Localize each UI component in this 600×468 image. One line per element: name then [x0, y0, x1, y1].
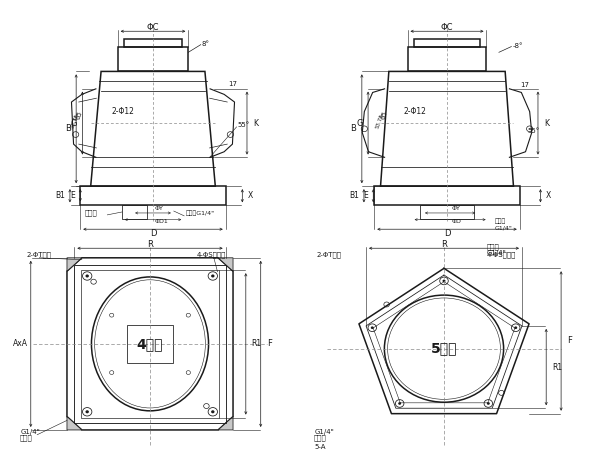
Circle shape	[211, 410, 215, 413]
Text: 55°: 55°	[527, 128, 540, 134]
Text: D: D	[150, 228, 156, 238]
Text: G1/4": G1/4"	[487, 250, 506, 256]
Text: 进水孔: 进水孔	[487, 243, 499, 250]
Text: 2-Φ12: 2-Φ12	[403, 107, 426, 116]
Text: 出水孔: 出水孔	[20, 434, 33, 441]
Text: 4-ΦS螺钉孔: 4-ΦS螺钉孔	[197, 251, 226, 257]
Polygon shape	[218, 258, 233, 271]
Bar	[81, 270, 219, 417]
Bar	[118, 46, 188, 72]
Text: ΦD1: ΦD1	[155, 219, 169, 225]
Text: K: K	[544, 118, 549, 128]
Circle shape	[443, 279, 445, 282]
Circle shape	[85, 410, 89, 413]
Text: 4-ΦS螺钉孔: 4-ΦS螺钉孔	[487, 251, 516, 257]
Text: F: F	[567, 336, 572, 345]
Text: B: B	[350, 124, 356, 133]
Text: 接线口: 接线口	[85, 210, 97, 217]
Circle shape	[371, 326, 374, 329]
Text: ΦC: ΦC	[441, 23, 453, 32]
Bar	[407, 46, 487, 72]
Text: B1: B1	[350, 191, 359, 200]
Text: 2-ΦT销孔: 2-ΦT销孔	[26, 251, 52, 257]
Polygon shape	[218, 417, 233, 430]
Circle shape	[85, 274, 89, 278]
Bar	[127, 325, 173, 363]
Text: 17: 17	[228, 81, 237, 87]
Text: 2-ΦT销孔: 2-ΦT销孔	[316, 251, 341, 257]
Text: G: G	[356, 118, 363, 128]
Text: 进水孔
G1/4": 进水孔 G1/4"	[495, 219, 512, 230]
Text: ΦY: ΦY	[451, 206, 460, 211]
Text: 53.75: 53.75	[375, 113, 385, 130]
Text: X: X	[248, 191, 253, 200]
Text: -8°: -8°	[512, 43, 523, 49]
Text: 5工位: 5工位	[431, 342, 457, 356]
Bar	[420, 205, 474, 219]
Text: AxA: AxA	[13, 339, 28, 348]
Text: 8°: 8°	[202, 41, 210, 47]
Text: 5-A: 5-A	[314, 444, 326, 450]
Text: G1/4": G1/4"	[20, 429, 40, 435]
Circle shape	[514, 326, 517, 329]
Text: ΦY: ΦY	[155, 206, 164, 211]
Text: 53.75: 53.75	[70, 113, 80, 130]
Text: X: X	[546, 191, 551, 200]
Bar	[80, 186, 226, 205]
Bar	[122, 205, 147, 219]
Polygon shape	[67, 417, 82, 430]
Text: G1/4": G1/4"	[314, 429, 334, 435]
Text: R: R	[147, 240, 153, 249]
Text: E: E	[364, 191, 368, 200]
Text: F: F	[267, 339, 272, 348]
Polygon shape	[67, 258, 82, 271]
Text: K: K	[253, 118, 258, 128]
Text: 65: 65	[380, 110, 389, 120]
Bar	[374, 186, 520, 205]
Text: 出水孔: 出水孔	[314, 434, 327, 441]
Circle shape	[398, 402, 401, 405]
Text: 55°: 55°	[238, 122, 250, 128]
Bar	[414, 39, 480, 46]
Text: 2-Φ12: 2-Φ12	[112, 107, 134, 116]
Text: ΦC: ΦC	[147, 23, 159, 32]
Circle shape	[211, 274, 215, 278]
Text: G: G	[71, 118, 77, 128]
Text: B: B	[65, 124, 71, 133]
Text: D: D	[444, 228, 450, 238]
Text: E: E	[71, 191, 76, 200]
Text: 进水孔G1/4": 进水孔G1/4"	[186, 210, 215, 216]
Text: R1: R1	[552, 363, 562, 372]
Text: 65: 65	[74, 110, 83, 120]
Text: R: R	[441, 240, 447, 249]
Text: ΦD: ΦD	[451, 219, 461, 225]
Circle shape	[487, 402, 490, 405]
Text: 17: 17	[520, 82, 529, 88]
Bar	[124, 39, 182, 46]
Text: R1: R1	[251, 339, 262, 348]
Text: 4工位: 4工位	[137, 337, 163, 351]
Bar	[74, 264, 226, 423]
Text: B1: B1	[56, 191, 65, 200]
